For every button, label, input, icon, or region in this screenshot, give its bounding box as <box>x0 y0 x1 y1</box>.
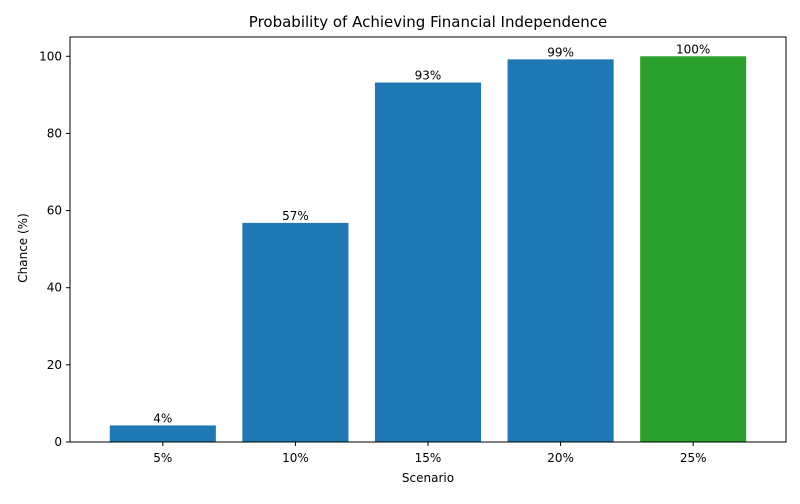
x-axis-label: Scenario <box>402 471 454 485</box>
bar-0 <box>109 425 216 442</box>
y-tick-label-4: 80 <box>47 126 62 140</box>
x-tick-label-1: 10% <box>282 451 309 465</box>
bar-1 <box>242 222 349 442</box>
y-axis-label: Chance (%) <box>16 213 30 283</box>
y-tick-label-1: 20 <box>47 358 62 372</box>
y-tick-label-0: 0 <box>54 435 62 449</box>
x-axis-ticks: 5% 10% 15% 20% 25% <box>153 442 707 465</box>
x-tick-label-3: 20% <box>547 451 574 465</box>
bars-layer <box>109 56 747 443</box>
bar-2 <box>374 82 482 442</box>
y-tick-label-3: 60 <box>47 204 62 218</box>
data-label-0: 4% <box>153 411 172 425</box>
data-label-1: 57% <box>282 209 309 223</box>
y-tick-label-5: 100 <box>39 49 62 63</box>
x-tick-label-4: 25% <box>680 451 707 465</box>
bar-3 <box>507 59 614 442</box>
data-label-3: 99% <box>547 45 574 59</box>
y-axis-ticks: 0 20 40 60 80 100 <box>39 49 70 449</box>
y-tick-label-2: 40 <box>47 281 62 295</box>
data-labels-layer: 4% 57% 93% 99% 100% <box>153 42 710 425</box>
data-label-4: 100% <box>676 42 710 56</box>
bar-4 <box>640 56 747 443</box>
x-tick-label-0: 5% <box>153 451 172 465</box>
plot-frame <box>69 36 787 443</box>
data-label-2: 93% <box>415 69 442 83</box>
x-tick-label-2: 15% <box>415 451 442 465</box>
chart-title: Probability of Achieving Financial Indep… <box>249 13 607 31</box>
